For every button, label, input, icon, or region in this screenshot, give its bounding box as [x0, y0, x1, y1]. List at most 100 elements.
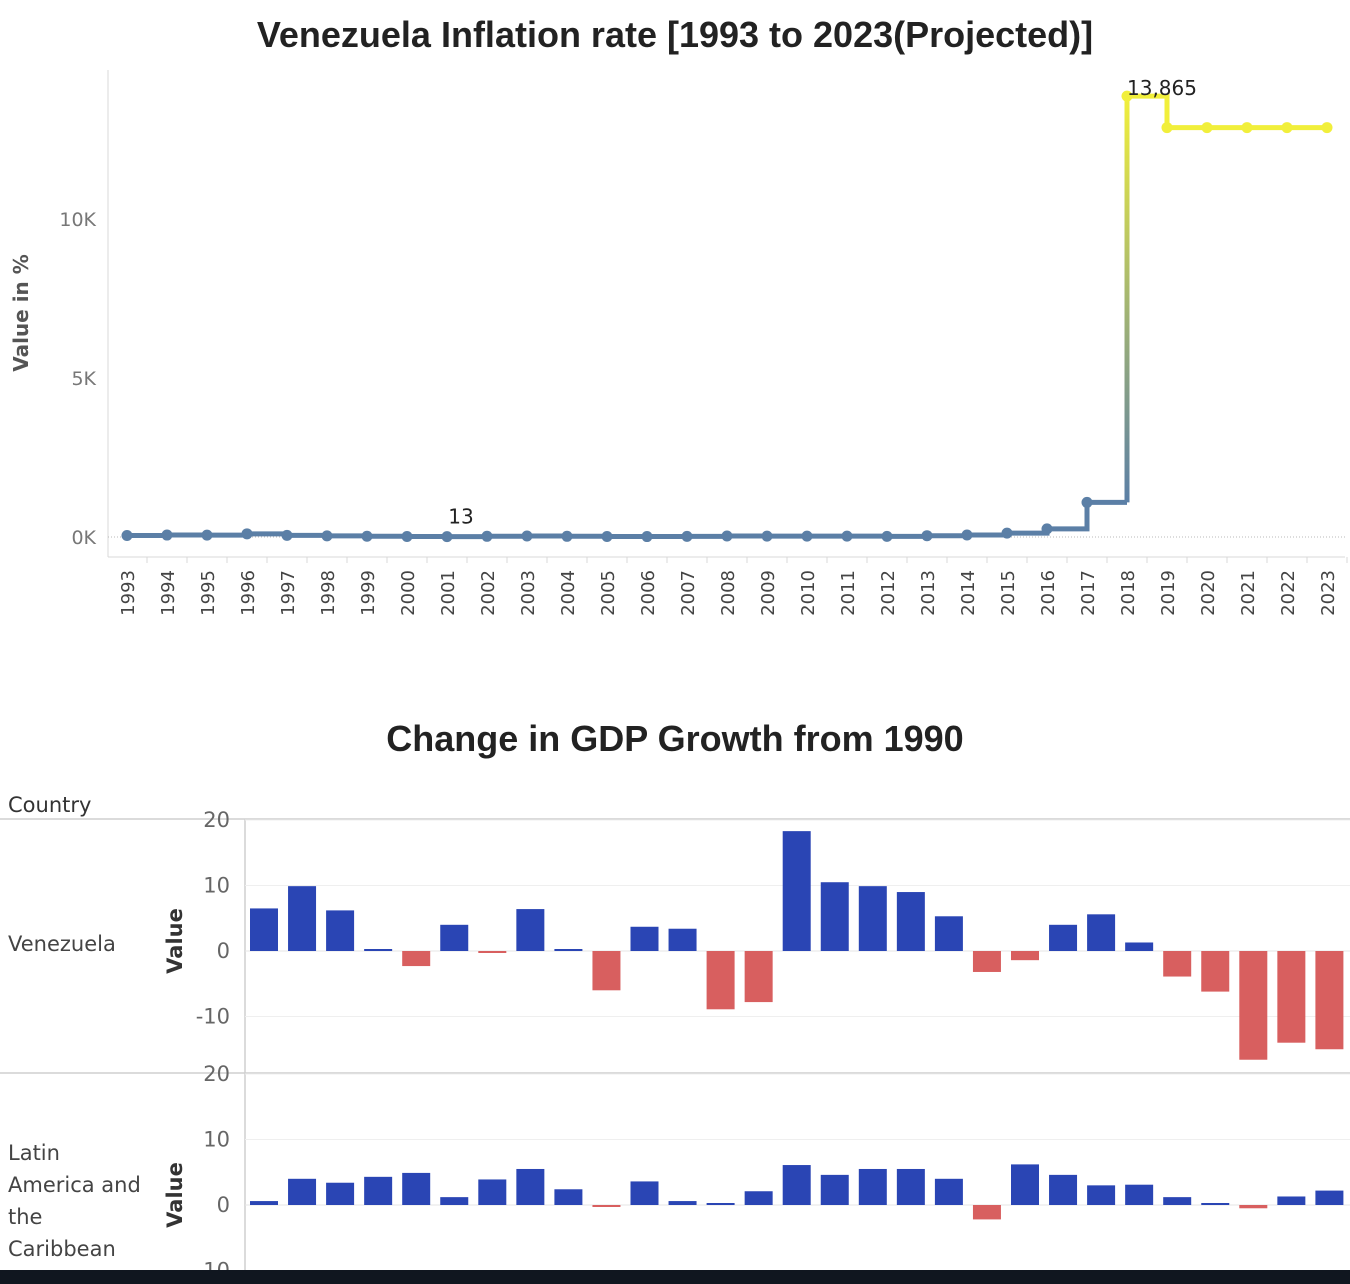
- gdp-bar: [478, 1179, 507, 1205]
- y-tick-label: -10: [196, 1259, 230, 1271]
- gdp-bar: [440, 1197, 469, 1205]
- inflation-point-2004: [561, 530, 573, 542]
- x-tick-label: 2002: [478, 570, 499, 616]
- inflation-point-2013: [921, 530, 933, 542]
- gdp-bar: [858, 886, 887, 951]
- gdp-bar: [1201, 951, 1230, 992]
- inflation-chart: 0K 5K 10K Value in % 1993 1994 1995 1996 1997 199…: [9, 70, 1348, 616]
- gdp-bar: [250, 908, 278, 951]
- gdp-bar: [554, 1189, 583, 1205]
- inflation-point-2023: [1321, 122, 1333, 134]
- gdp-bar: [516, 1168, 545, 1205]
- gdp-bar: [630, 1181, 659, 1205]
- x-tick-label: 2022: [1278, 570, 1299, 616]
- gdp-bar: [1315, 1190, 1344, 1205]
- inflation-point-2003: [521, 530, 533, 542]
- y-tick-label: 20: [203, 1062, 230, 1086]
- inflation-point-2006: [641, 531, 653, 543]
- row-header-label: Country: [8, 793, 91, 817]
- gdp-bar: [1239, 1205, 1268, 1209]
- x-tick-label: 2005: [598, 570, 619, 616]
- y-axis-title: Value: [163, 908, 187, 974]
- inflation-point-2012: [881, 530, 893, 542]
- data-label-2001: 13: [448, 505, 473, 529]
- gdp-bar: [1011, 951, 1039, 961]
- gdp-bar: [630, 926, 659, 951]
- inflation-point-2000: [401, 530, 413, 542]
- x-tick-label: 2000: [398, 570, 419, 616]
- gdp-bar: [1125, 942, 1154, 951]
- inflation-point-2007: [681, 530, 693, 542]
- x-tick-label: 2019: [1158, 570, 1179, 616]
- x-tick-label: 2007: [678, 570, 699, 616]
- gdp-bar: [934, 916, 963, 951]
- y-axis-title: Value in %: [9, 254, 33, 372]
- gdp-bar: [706, 951, 735, 1010]
- gdp-bar: [440, 924, 469, 951]
- inflation-point-2002: [481, 530, 493, 542]
- y-tick-label: 5K: [71, 368, 96, 390]
- x-tick-label: 2018: [1118, 570, 1139, 616]
- gdp-bar: [706, 1203, 735, 1205]
- row-label-latin-america: Latin America and the Caribbean: [8, 1141, 141, 1261]
- inflation-point-1996: [241, 528, 253, 540]
- gdp-bar: [1049, 924, 1078, 951]
- y-tick-label: 0: [217, 939, 230, 963]
- inflation-point-2022: [1281, 122, 1293, 134]
- data-label-2018: 13,865: [1127, 76, 1197, 100]
- inflation-point-2015: [1001, 527, 1013, 539]
- gdp-bar: [896, 1168, 925, 1205]
- gdp-bar: [820, 1174, 849, 1205]
- inflation-line-high: [1127, 93, 1327, 131]
- y-tick-label: 10: [203, 1128, 230, 1152]
- gdp-bar: [478, 951, 507, 953]
- gdp-bar: [326, 910, 355, 951]
- x-tick-label: 2013: [918, 570, 939, 616]
- gdp-bar: [1049, 1174, 1078, 1205]
- gdp-bar: [972, 1205, 1001, 1220]
- bottom-edge-bar: [0, 1270, 1350, 1284]
- x-tick-label: 2021: [1238, 570, 1259, 616]
- gdp-bar: [326, 1182, 355, 1205]
- gdp-bar: [1277, 1196, 1306, 1205]
- gdp-bar: [1087, 914, 1116, 951]
- gdp-chart-title: Change in GDP Growth from 1990: [386, 718, 964, 759]
- gdp-bar: [1239, 951, 1268, 1060]
- inflation-chart-title: Venezuela Inflation rate [1993 to 2023(P…: [256, 14, 1094, 55]
- gdp-bar: [858, 1168, 887, 1205]
- gdp-bar: [1163, 951, 1192, 977]
- gdp-bar: [1201, 1203, 1230, 1205]
- x-tick-label: 2003: [518, 570, 539, 616]
- gdp-bar: [782, 1165, 811, 1205]
- x-tick-label: 2012: [878, 570, 899, 616]
- gdp-bar: [668, 1201, 697, 1205]
- inflation-point-2020: [1201, 122, 1213, 134]
- gdp-bar: [820, 882, 849, 951]
- x-tick-label: 1997: [278, 570, 299, 616]
- gdp-bar: [402, 1172, 431, 1205]
- x-tick-label: 2023: [1318, 570, 1339, 616]
- gdp-bar: [1315, 951, 1344, 1050]
- inflation-point-2009: [761, 530, 773, 542]
- gdp-bar: [516, 909, 545, 951]
- gdp-bar: [288, 1178, 317, 1205]
- x-tick-label: 2008: [718, 570, 739, 616]
- inflation-point-2016: [1041, 523, 1053, 535]
- y-tick-label: 10K: [59, 209, 96, 231]
- inflation-point-2001: [441, 531, 453, 543]
- x-tick-label: 1999: [358, 570, 379, 616]
- gdp-bar: [1277, 951, 1306, 1043]
- inflation-point-1994: [161, 529, 173, 541]
- gdp-bar: [1163, 1197, 1192, 1205]
- gdp-bar: [592, 1205, 621, 1207]
- inflation-point-2017: [1081, 496, 1093, 508]
- inflation-point-2014: [961, 529, 973, 541]
- gdp-bar: [782, 831, 811, 951]
- inflation-point-2019: [1161, 122, 1173, 134]
- x-tick-label: 1996: [238, 570, 259, 616]
- gdp-bar: [402, 951, 431, 967]
- x-tick-label: 1994: [158, 570, 179, 616]
- gdp-bar: [1125, 1184, 1154, 1205]
- x-tick-label: 2017: [1078, 570, 1099, 616]
- x-tick-label: 1998: [318, 570, 339, 616]
